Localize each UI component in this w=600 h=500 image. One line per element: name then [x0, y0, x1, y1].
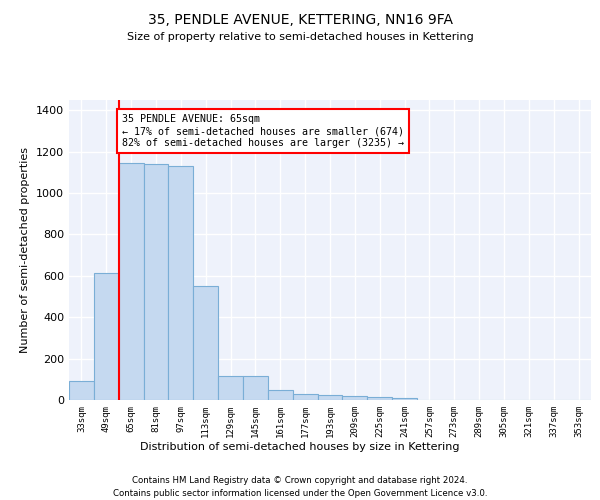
Bar: [143, 164, 169, 400]
Bar: [392, 398, 417, 400]
Bar: [119, 163, 143, 400]
Text: Size of property relative to semi-detached houses in Kettering: Size of property relative to semi-detach…: [127, 32, 473, 42]
Bar: [169, 166, 193, 400]
Bar: [317, 396, 343, 400]
Y-axis label: Number of semi-detached properties: Number of semi-detached properties: [20, 147, 31, 353]
Bar: [94, 273, 119, 400]
Bar: [243, 376, 268, 400]
Bar: [343, 396, 367, 400]
Text: Contains HM Land Registry data © Crown copyright and database right 2024.: Contains HM Land Registry data © Crown c…: [132, 476, 468, 485]
Bar: [193, 286, 218, 400]
Bar: [218, 376, 243, 400]
Text: Contains public sector information licensed under the Open Government Licence v3: Contains public sector information licen…: [113, 489, 487, 498]
Bar: [69, 382, 94, 400]
Bar: [367, 397, 392, 400]
Bar: [268, 390, 293, 400]
Text: Distribution of semi-detached houses by size in Kettering: Distribution of semi-detached houses by …: [140, 442, 460, 452]
Text: 35, PENDLE AVENUE, KETTERING, NN16 9FA: 35, PENDLE AVENUE, KETTERING, NN16 9FA: [148, 12, 452, 26]
Bar: [293, 394, 317, 400]
Text: 35 PENDLE AVENUE: 65sqm
← 17% of semi-detached houses are smaller (674)
82% of s: 35 PENDLE AVENUE: 65sqm ← 17% of semi-de…: [122, 114, 404, 148]
